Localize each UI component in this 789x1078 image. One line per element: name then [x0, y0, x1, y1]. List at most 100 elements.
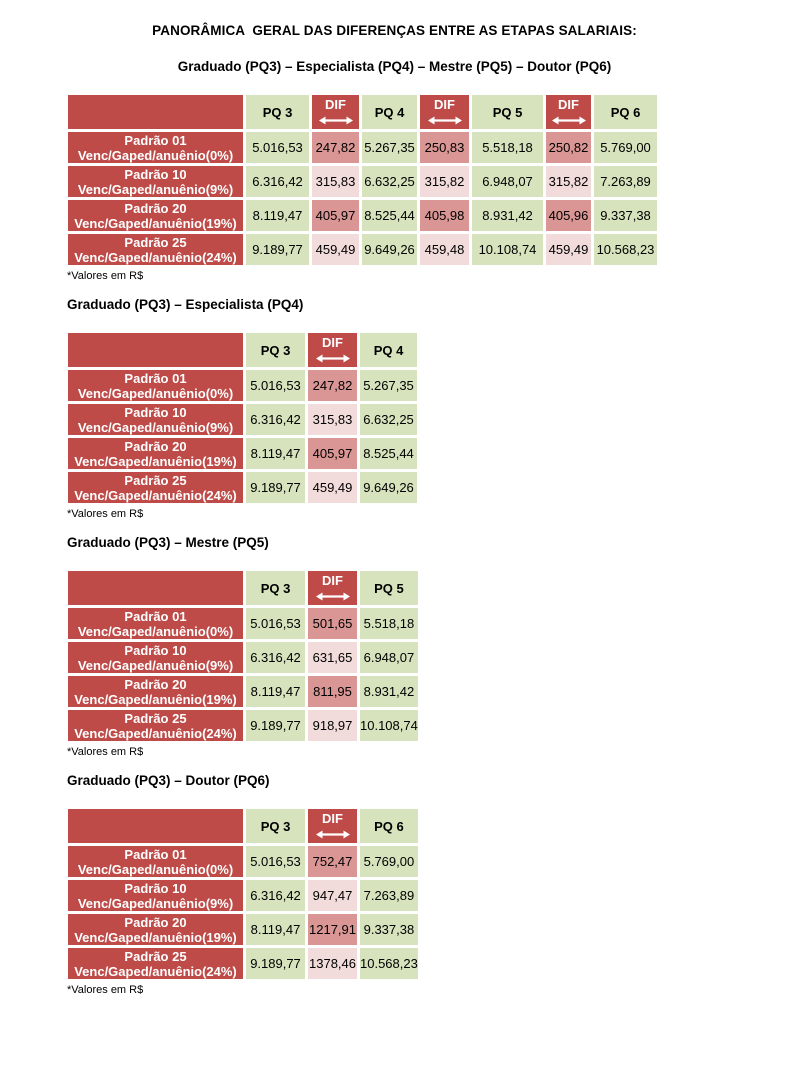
- table-row: Padrão 20 Venc/Gaped/anuênio(19%) 8.119,47…: [65, 911, 421, 948]
- value-cell: 8.931,42: [357, 673, 421, 710]
- dif-value-cell: 405,97: [309, 197, 362, 234]
- table-corner-cell: [65, 330, 246, 370]
- value-cell: 9.649,26: [357, 469, 420, 506]
- section-title: Graduado (PQ3) – Mestre (PQ5): [67, 535, 269, 550]
- row-label-line2: Venc/Gaped/anuênio(0%): [77, 147, 234, 163]
- value-cell: 8.119,47: [243, 911, 308, 948]
- value-cell: 7.263,89: [591, 163, 660, 200]
- value-cell: 8.525,44: [357, 435, 420, 472]
- row-label-line2: Venc/Gaped/anuênio(24%): [74, 725, 237, 741]
- value-cell: 5.518,18: [469, 129, 546, 166]
- dif-value-cell: 315,83: [305, 401, 360, 438]
- row-label-line1: Padrão 20: [124, 914, 187, 930]
- dif-value-cell: 459,49: [305, 469, 360, 506]
- left-right-arrow-icon: [315, 830, 350, 839]
- row-label-line2: Venc/Gaped/anuênio(19%): [74, 691, 237, 707]
- dif-value-cell: 459,49: [543, 231, 594, 268]
- dif-value-cell: 315,82: [417, 163, 472, 200]
- left-right-arrow-icon: [551, 116, 586, 125]
- dif-value-cell: 631,65: [305, 639, 360, 676]
- dif-value-cell: 947,47: [305, 877, 360, 914]
- table-row: Padrão 25 Venc/Gaped/anuênio(24%) 9.189,77…: [65, 231, 660, 268]
- value-cell: 5.518,18: [357, 605, 421, 642]
- row-label-line2: Venc/Gaped/anuênio(19%): [74, 929, 237, 945]
- document-page: PANORÂMICA GERAL DAS DIFERENÇAS ENTRE AS…: [65, 23, 789, 996]
- row-label-line2: Venc/Gaped/anuênio(9%): [77, 895, 234, 911]
- dif-value-cell: 250,82: [543, 129, 594, 166]
- row-label-cell: Padrão 01 Venc/Gaped/anuênio(0%): [65, 367, 246, 404]
- left-right-arrow-icon: [315, 354, 350, 363]
- row-label-line1: Padrão 25: [124, 472, 187, 488]
- table-row: Padrão 25 Venc/Gaped/anuênio(24%) 9.189,77…: [65, 945, 421, 982]
- value-cell: 6.948,07: [357, 639, 421, 676]
- dif-header-label: DIF: [325, 97, 346, 112]
- row-label-cell: Padrão 01 Venc/Gaped/anuênio(0%): [65, 843, 246, 880]
- pq-header-cell: PQ 4: [359, 92, 420, 132]
- value-cell: 9.337,38: [591, 197, 660, 234]
- value-cell: 5.769,00: [357, 843, 421, 880]
- row-label-line1: Padrão 10: [124, 404, 187, 420]
- salary-table-pq3-pq6: PQ 3 DIF PQ 6 Padrão 01 Venc/Gaped/anuênio(0…: [65, 806, 421, 982]
- pq-header-cell: PQ 3: [243, 92, 312, 132]
- value-cell: 8.931,42: [469, 197, 546, 234]
- table-row: Padrão 01 Venc/Gaped/anuênio(0%) 5.016,53 2…: [65, 129, 660, 166]
- table-row: Padrão 20 Venc/Gaped/anuênio(19%) 8.119,47…: [65, 673, 421, 710]
- row-label-line2: Venc/Gaped/anuênio(19%): [74, 453, 237, 469]
- row-label-line2: Venc/Gaped/anuênio(0%): [77, 385, 234, 401]
- value-cell: 10.108,74: [357, 707, 421, 744]
- value-cell: 5.016,53: [243, 367, 308, 404]
- dif-value-cell: 315,82: [543, 163, 594, 200]
- dif-header-label: DIF: [558, 97, 579, 112]
- row-label-cell: Padrão 25 Venc/Gaped/anuênio(24%): [65, 945, 246, 982]
- dif-value-cell: 811,95: [305, 673, 360, 710]
- row-label-line1: Padrão 25: [124, 948, 187, 964]
- table-row: Padrão 10 Venc/Gaped/anuênio(9%) 6.316,42 9…: [65, 877, 421, 914]
- dif-value-cell: 752,47: [305, 843, 360, 880]
- pq-header-cell: PQ 4: [357, 330, 420, 370]
- table-corner-cell: [65, 568, 246, 608]
- footnote: *Valores em R$: [67, 508, 144, 520]
- dif-value-cell: 1217,91: [305, 911, 360, 948]
- section-pq3-pq6: Graduado (PQ3) – Doutor (PQ6) PQ 3 DIF PQ …: [65, 773, 789, 996]
- table-row: Padrão 01 Venc/Gaped/anuênio(0%) 5.016,53 5…: [65, 605, 421, 642]
- pq-header-cell: PQ 5: [469, 92, 546, 132]
- section-pq3-pq4: Graduado (PQ3) – Especialista (PQ4) PQ 3…: [65, 297, 789, 520]
- value-cell: 9.189,77: [243, 231, 312, 268]
- dif-header-cell: DIF: [305, 330, 360, 370]
- value-cell: 10.568,23: [357, 945, 421, 982]
- row-label-cell: Padrão 10 Venc/Gaped/anuênio(9%): [65, 877, 246, 914]
- section-title: Graduado (PQ3) – Especialista (PQ4): [67, 297, 304, 312]
- pq-header-cell: PQ 5: [357, 568, 421, 608]
- value-cell: 5.769,00: [591, 129, 660, 166]
- dif-header-cell: DIF: [543, 92, 594, 132]
- pq-header-cell: PQ 3: [243, 806, 308, 846]
- row-label-line2: Venc/Gaped/anuênio(24%): [74, 963, 237, 979]
- page-title: PANORÂMICA GERAL DAS DIFERENÇAS ENTRE AS…: [152, 23, 637, 38]
- table-row: Padrão 01 Venc/Gaped/anuênio(0%) 5.016,53 2…: [65, 367, 420, 404]
- value-cell: 5.016,53: [243, 129, 312, 166]
- row-label-line2: Venc/Gaped/anuênio(24%): [74, 487, 237, 503]
- dif-header-cell: DIF: [305, 568, 360, 608]
- row-label-line2: Venc/Gaped/anuênio(0%): [77, 623, 234, 639]
- value-cell: 6.316,42: [243, 877, 308, 914]
- dif-value-cell: 459,48: [417, 231, 472, 268]
- footnote: *Valores em R$: [67, 270, 144, 282]
- table-row: Padrão 10 Venc/Gaped/anuênio(9%) 6.316,42 6…: [65, 639, 421, 676]
- row-label-cell: Padrão 10 Venc/Gaped/anuênio(9%): [65, 639, 246, 676]
- table-row: Padrão 25 Venc/Gaped/anuênio(24%) 9.189,77…: [65, 469, 420, 506]
- row-label-line1: Padrão 20: [124, 200, 187, 216]
- dif-value-cell: 918,97: [305, 707, 360, 744]
- value-cell: 6.632,25: [359, 163, 420, 200]
- pq-header-cell: PQ 6: [357, 806, 421, 846]
- table-row: Padrão 10 Venc/Gaped/anuênio(9%) 6.316,42 3…: [65, 163, 660, 200]
- value-cell: 6.632,25: [357, 401, 420, 438]
- value-cell: 5.267,35: [359, 129, 420, 166]
- left-right-arrow-icon: [315, 592, 350, 601]
- row-label-cell: Padrão 10 Venc/Gaped/anuênio(9%): [65, 401, 246, 438]
- value-cell: 8.525,44: [359, 197, 420, 234]
- section-overview: PQ 3 DIF PQ 4 DIF PQ 5 DIF PQ 6 Padrão 01 Venc/G…: [65, 92, 789, 282]
- row-label-line1: Padrão 01: [124, 132, 187, 148]
- dif-header-cell: DIF: [305, 806, 360, 846]
- row-label-cell: Padrão 01 Venc/Gaped/anuênio(0%): [65, 129, 246, 166]
- left-right-arrow-icon: [427, 116, 462, 125]
